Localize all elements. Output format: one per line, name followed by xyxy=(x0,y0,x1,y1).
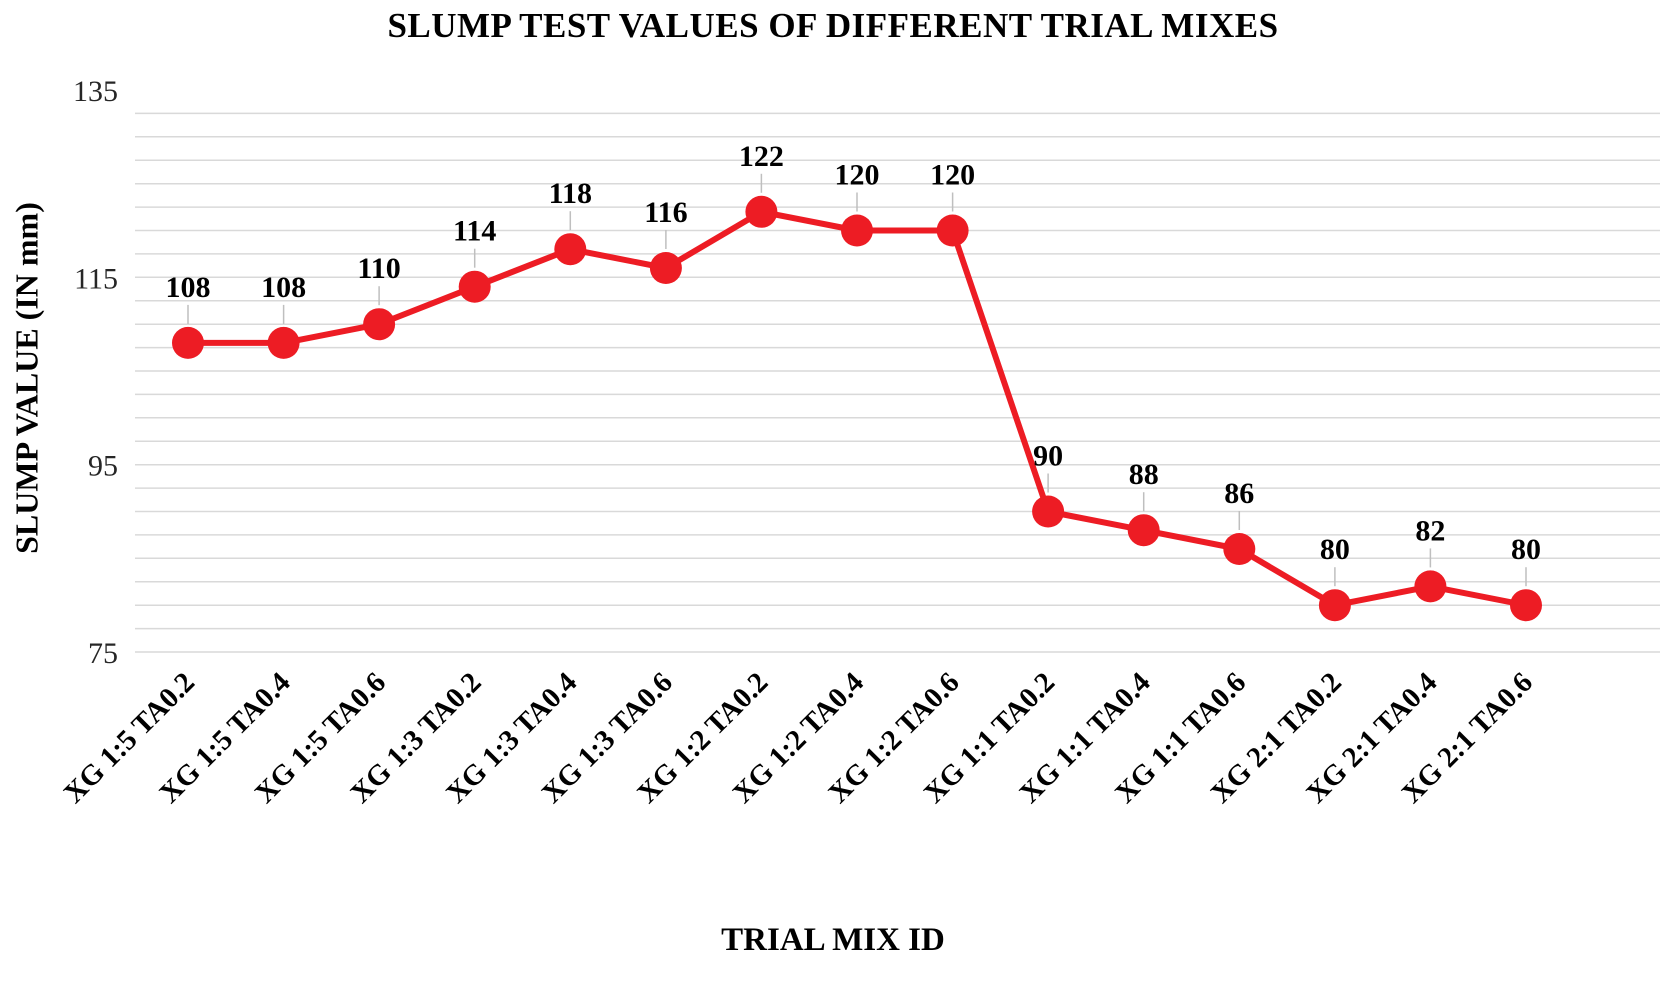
data-label: 82 xyxy=(1415,514,1445,547)
data-label: 120 xyxy=(930,159,975,192)
data-point-marker xyxy=(1414,570,1447,603)
data-point-marker xyxy=(649,252,682,284)
data-point-marker xyxy=(267,326,300,359)
data-label: 108 xyxy=(166,271,211,304)
x-axis-title: TRIAL MIX ID xyxy=(721,922,945,958)
y-tick-label: 95 xyxy=(88,450,118,483)
data-label: 118 xyxy=(549,177,592,210)
data-point-marker xyxy=(841,214,873,247)
data-point-marker xyxy=(1032,495,1065,528)
data-label: 88 xyxy=(1129,458,1159,491)
data-label: 80 xyxy=(1320,533,1350,566)
data-point-marker xyxy=(936,214,969,247)
data-point-marker xyxy=(1510,589,1542,622)
data-label: 108 xyxy=(261,271,306,304)
data-label: 86 xyxy=(1224,477,1254,510)
data-label: 114 xyxy=(453,215,496,248)
data-point-marker xyxy=(1127,514,1160,547)
data-point-marker xyxy=(554,233,587,266)
data-label: 116 xyxy=(644,196,687,229)
data-label: 90 xyxy=(1033,440,1063,473)
y-tick-label: 115 xyxy=(74,262,118,295)
data-point-marker xyxy=(172,326,204,359)
y-tick-label: 135 xyxy=(73,75,118,108)
chart-title: SLUMP TEST VALUES OF DIFFERENT TRIAL MIX… xyxy=(387,6,1279,45)
data-label: 122 xyxy=(739,140,784,173)
y-tick-label: 75 xyxy=(88,637,118,670)
data-point-marker xyxy=(1318,589,1351,622)
data-point-marker xyxy=(1223,533,1256,565)
data-label: 120 xyxy=(835,159,880,192)
data-point-marker xyxy=(363,308,396,341)
data-label: 110 xyxy=(357,252,400,285)
data-label: 80 xyxy=(1511,533,1541,566)
data-point-marker xyxy=(745,195,778,228)
data-point-marker xyxy=(458,270,491,303)
